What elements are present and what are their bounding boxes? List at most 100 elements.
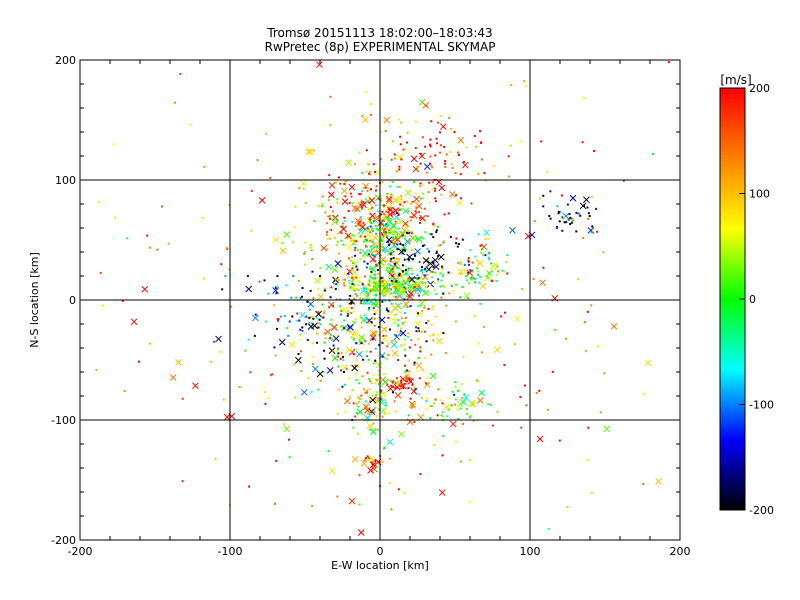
dot-marker: [455, 440, 458, 443]
dot-marker: [394, 220, 397, 223]
dot-marker: [279, 315, 282, 318]
dot-marker: [421, 197, 424, 200]
dot-marker: [342, 194, 345, 197]
cross-stroke: [341, 198, 349, 206]
dot-marker: [392, 317, 395, 320]
dot-marker: [524, 85, 527, 88]
cross-stroke: [358, 334, 365, 341]
dot-marker: [300, 295, 303, 298]
cross-stroke: [390, 341, 398, 349]
dot-marker: [388, 282, 391, 285]
cross-stroke: [380, 326, 388, 333]
dot-marker: [406, 232, 409, 235]
dot-marker: [357, 280, 360, 283]
dot-marker: [394, 313, 397, 316]
dot-marker: [402, 148, 405, 151]
dot-marker: [357, 201, 360, 204]
dot-marker: [442, 241, 445, 244]
cross-stroke: [364, 407, 371, 414]
dot-marker: [274, 502, 277, 505]
dot-marker: [444, 351, 447, 354]
cross-stroke: [462, 394, 470, 401]
cross-stroke: [432, 263, 440, 271]
dot-marker: [416, 312, 419, 315]
dot-marker: [328, 198, 331, 201]
dot-marker: [409, 215, 412, 218]
cross-stroke: [301, 388, 308, 396]
cross-stroke: [438, 184, 446, 192]
dot-marker: [408, 405, 411, 408]
dot-marker: [424, 269, 427, 272]
dot-marker: [337, 355, 340, 358]
dot-marker: [495, 263, 498, 266]
cross-marker: [419, 214, 426, 222]
dot-marker: [393, 153, 396, 156]
dot-marker: [408, 377, 411, 380]
dot-marker: [298, 319, 301, 322]
dot-marker: [317, 311, 320, 314]
dot-marker: [312, 317, 315, 320]
cross-marker: [288, 341, 296, 348]
dot-marker: [323, 341, 326, 344]
dot-marker: [276, 275, 279, 278]
dot-marker: [488, 258, 491, 261]
dot-marker: [319, 323, 322, 326]
dot-marker: [407, 359, 410, 362]
dot-marker: [535, 392, 538, 395]
dot-marker: [335, 243, 338, 246]
dot-marker: [403, 491, 406, 494]
dot-marker: [436, 225, 439, 228]
dot-marker: [422, 219, 425, 222]
cross-stroke: [493, 346, 501, 354]
dot-marker: [376, 263, 379, 266]
cross-stroke: [341, 364, 349, 371]
cross-stroke: [449, 420, 457, 428]
dot-marker: [409, 289, 412, 292]
dot-marker: [403, 382, 406, 385]
dot-marker: [375, 287, 378, 290]
dot-marker: [383, 204, 386, 207]
cross-marker: [367, 455, 375, 463]
dot-marker: [368, 172, 371, 175]
dot-marker: [381, 180, 384, 183]
chart-title: Tromsø 20151113 18:02:00–18:03:43: [266, 26, 492, 40]
dot-marker: [380, 238, 383, 241]
dot-marker: [456, 389, 459, 392]
dot-marker: [348, 235, 351, 238]
dot-marker: [411, 406, 414, 409]
grid-lines: [80, 60, 680, 540]
cross-marker: [346, 323, 354, 331]
dot-marker: [457, 408, 460, 411]
dot-marker: [312, 297, 315, 300]
dot-marker: [360, 281, 363, 284]
cross-stroke: [278, 338, 286, 346]
dot-marker: [501, 269, 504, 272]
dot-marker: [366, 419, 369, 422]
cross-stroke: [379, 376, 387, 384]
cross-marker: [387, 385, 394, 392]
dot-marker: [269, 176, 272, 179]
dot-marker: [567, 218, 570, 221]
dot-marker: [471, 278, 474, 281]
dot-marker: [326, 247, 329, 250]
cross-marker: [404, 371, 411, 379]
cross-stroke: [315, 310, 322, 318]
cross-marker: [427, 260, 434, 267]
dot-marker: [405, 291, 408, 294]
dot-marker: [413, 361, 416, 364]
dot-marker: [359, 314, 362, 317]
dot-marker: [424, 145, 427, 148]
dot-marker: [299, 328, 302, 331]
cross-stroke: [391, 349, 399, 357]
dot-marker: [417, 393, 420, 396]
dot-marker: [395, 236, 398, 239]
dot-marker: [400, 378, 403, 381]
cross-stroke: [380, 335, 388, 342]
dot-marker: [425, 382, 428, 385]
cross-stroke: [288, 341, 296, 348]
dot-marker: [599, 411, 602, 414]
cross-marker: [351, 455, 359, 463]
cross-stroke: [369, 396, 377, 404]
dot-marker: [161, 205, 164, 208]
dot-marker: [372, 406, 375, 409]
